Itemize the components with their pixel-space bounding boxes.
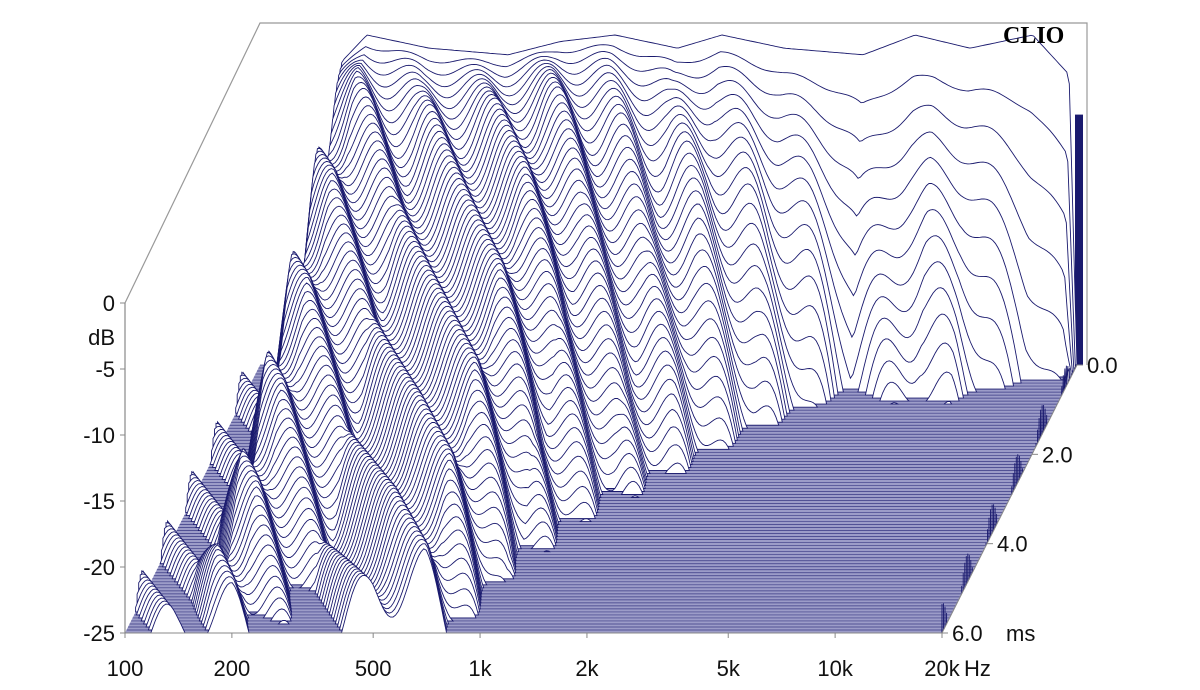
- slice-curve: [269, 608, 292, 622]
- slice-curve: [879, 381, 911, 402]
- decay-slices: [125, 34, 1078, 634]
- y-tick-label: -15: [83, 489, 115, 514]
- x-tick-label: 20k: [924, 656, 960, 681]
- x-tick-label: 1k: [468, 656, 492, 681]
- slice-curve: [1064, 365, 1067, 387]
- slice-curve: [889, 402, 900, 405]
- x-tick-label: 500: [355, 656, 392, 681]
- x-tick-label: 200: [214, 656, 251, 681]
- slice-curve: [925, 371, 960, 402]
- y-axis-unit: dB: [88, 325, 115, 350]
- slice-curve: [530, 535, 556, 550]
- back-right-edge: [1075, 114, 1083, 365]
- z-axis-line: [941, 364, 1078, 634]
- slice-curve: [579, 518, 592, 523]
- x-axis-unit: Hz: [964, 656, 991, 681]
- clio-brand-label: CLIO: [1003, 23, 1064, 49]
- y-tick-label: -25: [83, 621, 115, 646]
- slice-curve: [664, 462, 687, 474]
- x-tick-label: 2k: [575, 656, 599, 681]
- slice-curve: [277, 620, 290, 625]
- z-tick-label: 6.0: [952, 621, 983, 646]
- y-tick-label: -10: [83, 423, 115, 448]
- z-axis-unit: ms: [1006, 621, 1035, 646]
- slice-curve: [630, 495, 640, 498]
- slice-curve: [620, 480, 644, 495]
- slice-curve: [943, 400, 953, 405]
- slice-curve: [1062, 375, 1064, 393]
- slice-curve: [340, 548, 448, 634]
- slice-curve: [206, 582, 250, 634]
- back-wall-outline: [124, 22, 1088, 365]
- slice-curve: [150, 603, 186, 634]
- y-tick-label: 0: [103, 291, 115, 316]
- axes: 0 -5 -10 -15 -20 -25 dB 100 200 500 1k 2k 5k 10k 20k Hz…: [83, 291, 1117, 681]
- y-tick-label: -5: [95, 357, 115, 382]
- z-tick-label: 2.0: [1042, 442, 1073, 467]
- x-tick-label: 10k: [817, 656, 853, 681]
- x-tick-label: 100: [107, 656, 144, 681]
- chart-frame: [124, 22, 1088, 365]
- slice-curve: [543, 550, 552, 553]
- z-tick-label: 0.0: [1087, 353, 1118, 378]
- z-tick-label: 4.0: [997, 532, 1028, 557]
- y-tick-label: -20: [83, 555, 115, 580]
- x-tick-label: 5k: [717, 656, 741, 681]
